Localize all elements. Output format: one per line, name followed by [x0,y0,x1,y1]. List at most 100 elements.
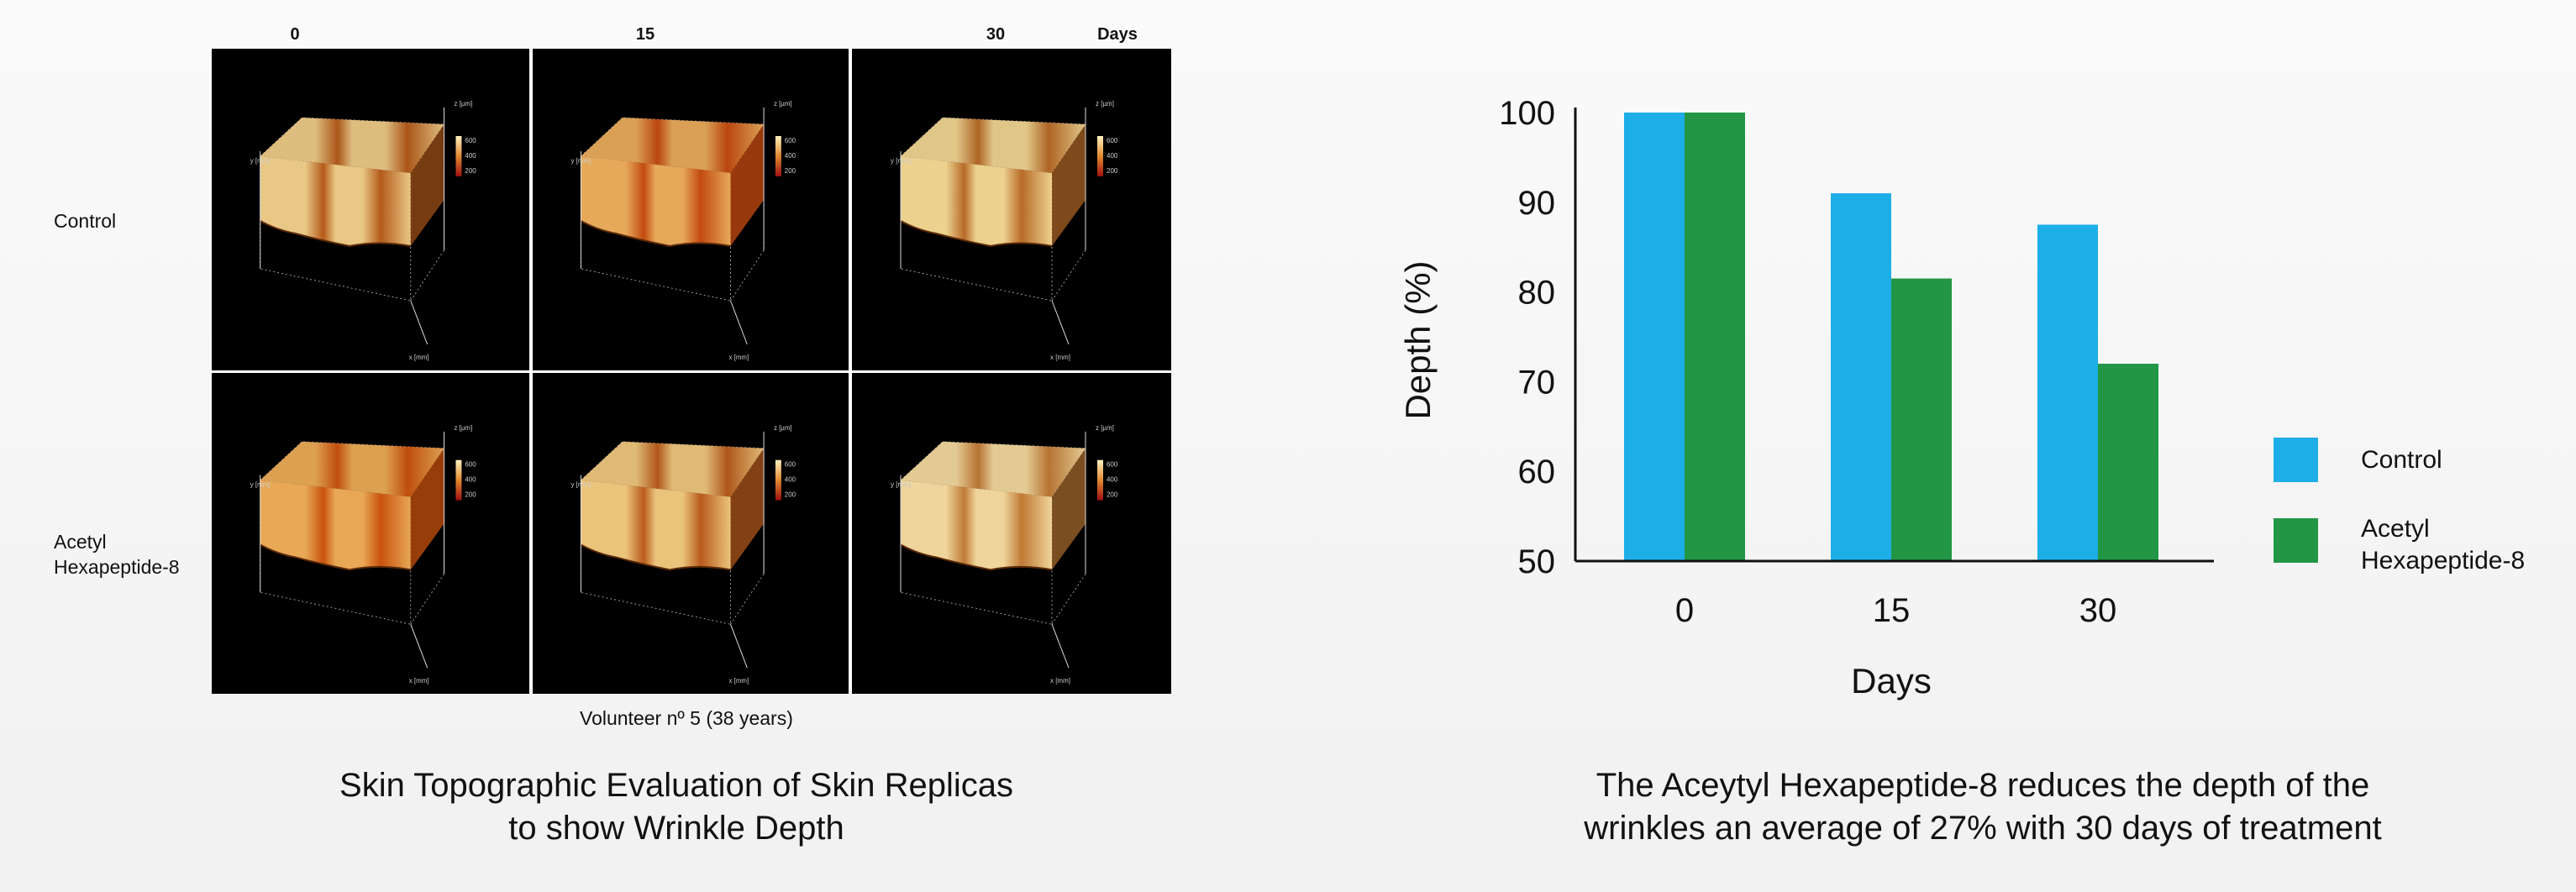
topography-surface-front [260,156,411,246]
color-scale-bar [455,459,462,501]
skin-replica-control-day-15: 600 400 200 z [µm] y [mm] x [mm] [533,49,849,370]
topography-surface-top [901,441,1086,497]
x-tick-label-15: 15 [1873,592,1911,629]
bar-control-day-15 [1831,193,1891,561]
topography-surface-front [260,480,411,570]
legend-label-peptide: Acetyl Hexapeptide-8 [2361,515,2526,575]
legend-swatch-control [2274,438,2318,482]
topography-profile [580,543,731,571]
x-axis-title: Days [1851,661,1932,700]
left-panel-title: Skin Topographic Evaluation of Skin Repl… [339,767,1013,847]
topography-surface-side [730,124,765,246]
y-tick-label-50: 50 [1518,543,1556,580]
skin-replica-image-grid: 600 400 200 z [µm] y [mm] x [mm] 600 400 200 z [… [212,49,1171,694]
color-scale-label: 400 [785,152,796,160]
color-scale-label: 600 [1107,137,1118,144]
bar-control-day-30 [2037,224,2098,561]
bar-control-day-0 [1624,113,1685,561]
topography-profile [900,220,1053,248]
topography-profile [580,220,731,248]
color-scale-bar [775,459,781,501]
topography-surface-front [901,156,1052,246]
color-scale-label: 200 [465,167,476,175]
topography-surface-side [410,124,444,246]
topography-surface-top [901,118,1086,173]
color-scale-label: 600 [785,461,796,469]
x-arrow [410,624,428,669]
topography-surface-front [581,156,731,246]
color-scale-label: 200 [465,491,476,499]
right-panel-title: The Aceytyl Hexapeptide-8 reduces the de… [1584,767,2382,847]
z-axis-label: z [µm] [454,424,472,432]
topography-surface-side [1052,124,1086,246]
color-scale-label: 600 [1107,461,1118,469]
bar-peptide-day-15 [1891,278,1952,561]
topography-profile [900,543,1053,571]
skin-replica-peptide-day-15: 600 400 200 z [µm] y [mm] x [mm] [533,373,849,694]
x-arrow [730,624,748,669]
topography-surface-side [410,448,444,570]
skin-replica-control-day-0: 600 400 200 z [µm] y [mm] x [mm] [212,49,529,370]
column-header-day-15: 15 [635,25,655,44]
topography-surface-top [260,118,444,173]
z-axis-label: z [µm] [1096,100,1114,108]
z-axis-label: z [µm] [1096,424,1114,432]
color-scale-label: 400 [1107,152,1118,160]
topography-surface-top [581,118,765,173]
color-scale-label: 600 [465,461,476,469]
x-axis-label: x [mm] [729,677,749,685]
x-arrow [1051,300,1070,345]
topography-surface-side [730,448,765,570]
topography-surface-front [901,480,1052,570]
color-scale-bar [1097,459,1103,501]
legend-swatch-peptide [2274,518,2318,563]
color-scale-label: 200 [785,167,796,175]
x-arrow [410,300,428,345]
y-tick-label-60: 60 [1518,454,1556,491]
column-header-day-30: 30 [986,25,1006,44]
bar-peptide-day-30 [2098,364,2158,561]
legend-label-control: Control [2361,446,2442,474]
color-scale-bar [455,136,462,176]
topography-profile [260,543,411,571]
skin-replica-peptide-day-0: 600 400 200 z [µm] y [mm] x [mm] [212,373,529,694]
column-header-day-0: 0 [290,25,300,44]
y-tick-label-100: 100 [1499,95,1555,132]
topography-profile [260,220,411,248]
color-scale-label: 400 [465,476,476,484]
color-scale-label: 400 [1107,476,1118,484]
x-arrow [730,300,748,345]
topography-surface-top [581,441,765,497]
wrinkle-depth-bar-chart: 100 90 80 70 60 50 0 15 30 Days Depth (%) [1398,95,2214,700]
y-tick-label-80: 80 [1518,275,1556,312]
z-axis-label: z [µm] [454,100,472,108]
x-axis-label: x [mm] [409,677,429,685]
x-tick-label-30: 30 [2079,592,2117,629]
row-label-control: Control [54,210,117,232]
bar-peptide-day-0 [1685,113,1745,561]
z-axis-label: z [µm] [774,100,792,108]
y-tick-label-90: 90 [1518,185,1556,222]
x-axis-label: x [mm] [1050,354,1070,361]
color-scale-label: 600 [785,137,796,144]
topography-surface-front [581,480,731,570]
row-label-acetyl-hexapeptide: Acetyl Hexapeptide-8 [54,531,180,578]
y-tick-label-70: 70 [1518,364,1556,401]
x-arrow [1051,624,1070,669]
z-axis-label: z [µm] [774,424,792,432]
color-scale-label: 200 [1107,167,1118,175]
color-scale-label: 400 [785,476,796,484]
skin-replica-peptide-day-30: 600 400 200 z [µm] y [mm] x [mm] [852,373,1171,694]
bounding-box [259,117,445,174]
y-axis-title: Depth (%) [1398,260,1438,419]
topography-surface-top [260,441,444,497]
x-axis-label: x [mm] [729,354,749,361]
volunteer-caption: Volunteer nº 5 (38 years) [580,707,793,729]
color-scale-label: 200 [1107,491,1118,499]
x-axis-label: x [mm] [409,354,429,361]
